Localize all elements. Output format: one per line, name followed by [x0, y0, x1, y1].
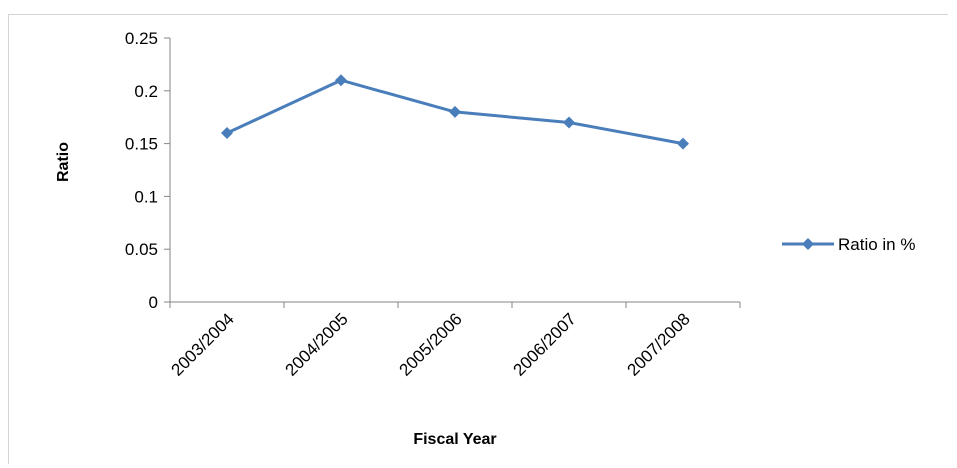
data-point-marker [563, 116, 575, 129]
data-point-marker [221, 127, 233, 140]
y-tick-label: 0.1 [134, 187, 158, 206]
x-tick-label: 2006/2007 [510, 309, 580, 379]
y-tick-label: 0.2 [134, 82, 158, 101]
x-tick-label: 2004/2005 [282, 309, 352, 379]
y-axis-title: Ratio [55, 142, 72, 182]
x-ticks: 2003/2004 2004/2005 2005/2006 2006/2007 2007… [168, 302, 741, 380]
series-group [221, 74, 689, 150]
data-point-marker [449, 105, 461, 118]
x-tick-label: 2007/2008 [624, 309, 694, 379]
x-tick-label: 2003/2004 [168, 309, 238, 379]
legend-marker [802, 238, 814, 250]
y-tick-label: 0.25 [125, 29, 158, 48]
y-ticks: 0 0.05 0.1 0.15 0.2 0.25 [125, 29, 170, 312]
axes [169, 38, 740, 303]
y-tick-label: 0.15 [125, 135, 158, 154]
chart-frame [8, 14, 948, 464]
data-point-marker [335, 74, 347, 87]
y-tick-label: 0 [149, 293, 158, 312]
x-axis-title: Fiscal Year [413, 431, 496, 448]
legend-label: Ratio in % [838, 235, 915, 254]
x-tick-label: 2005/2006 [396, 309, 466, 379]
data-point-marker [677, 137, 689, 150]
legend: Ratio in % [782, 235, 915, 254]
y-tick-label: 0.05 [125, 240, 158, 259]
